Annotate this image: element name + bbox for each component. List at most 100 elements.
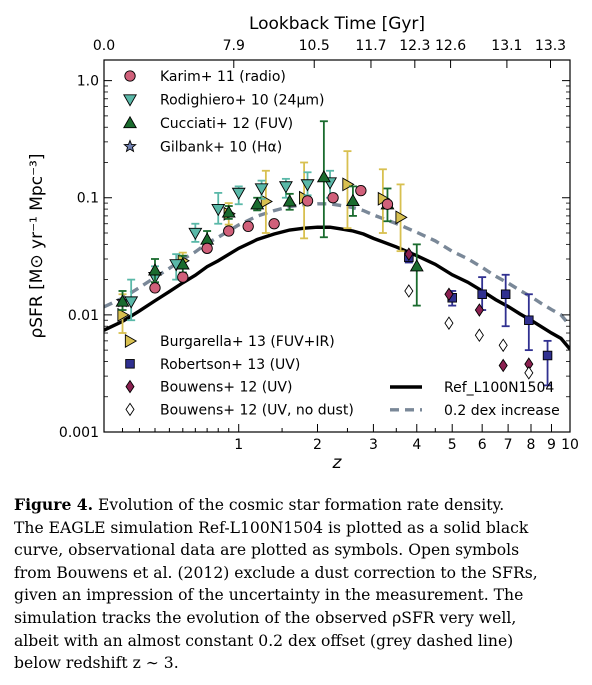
legend-label-robertson: Robertson+ 13 (UV) [160, 357, 300, 373]
sfr-density-figure: Karim+ 11 (radio) Rodighiero+ 10 (24μm) Cu… [27, 14, 579, 473]
top-tick-label: 10.5 [299, 38, 330, 54]
x-tick-label: 4 [412, 437, 421, 453]
caption-line: Figure 4. Evolution of the cosmic star f… [14, 494, 580, 517]
top-tick-label: 12.3 [399, 38, 430, 54]
x-tick-label: 1 [234, 437, 243, 453]
caption-label: Figure 4. [14, 495, 94, 514]
rodighiero-point [278, 181, 293, 194]
karim-point [327, 192, 339, 204]
bouwens_nodust-point [498, 338, 508, 353]
caption-line: below redshift z ∼ 3. [14, 654, 179, 673]
burgarella-point [342, 177, 355, 192]
bouwens_nodust-point [474, 328, 484, 343]
karim-point [223, 225, 235, 237]
legend-entry-bouwens_nodust: Bouwens+ 12 (UV, no dust) [125, 402, 354, 418]
cucciati-point [316, 170, 331, 183]
y-tick-label: 0.01 [68, 308, 99, 324]
ref-l100n1504-curve [104, 225, 570, 351]
cucciati-point [175, 257, 190, 270]
x-axis-title: z [332, 453, 343, 473]
legend-label-cucciati: Cucciati+ 12 (FUV) [160, 116, 293, 132]
bouwens_nodust-point [404, 284, 414, 298]
bouwens_nodust-point [524, 366, 534, 380]
karim-point [201, 242, 213, 254]
bouwens-point [404, 247, 414, 261]
legend-label-gilbank: Gilbank+ 10 (Hα) [160, 140, 282, 156]
legend-label-increase: 0.2 dex increase [444, 403, 560, 419]
x-tick-label: 6 [478, 437, 487, 453]
legend-marker-robertson [125, 359, 135, 369]
rodighiero-point [124, 296, 139, 309]
legend-entry-gilbank: Gilbank+ 10 (Hα) [123, 139, 282, 156]
x-tick-label: 5 [448, 437, 457, 453]
x-tick-label: 3 [369, 437, 378, 453]
x-tick-label: 7 [504, 437, 513, 453]
caption-line: from Bouwens et al. (2012) exclude a dus… [14, 563, 538, 582]
cucciati-point [200, 232, 215, 245]
bouwens_nodust-point [444, 316, 454, 330]
top-tick-label: 12.6 [435, 38, 466, 54]
legend-marker-cucciati [123, 115, 137, 129]
legend-entry-cucciati: Cucciati+ 12 (FUV) [123, 115, 293, 132]
burgarella-point [395, 210, 408, 225]
top-tick-label: 0.0 [93, 38, 115, 54]
legend-entry-robertson: Robertson+ 13 (UV) [125, 357, 300, 373]
rodighiero-point [254, 183, 269, 196]
cucciati-point [148, 263, 162, 276]
legend-marker-karim [124, 70, 136, 82]
karim-point [301, 195, 314, 207]
caption-line: given an impression of the uncertainty i… [14, 586, 524, 605]
top-tick-label: 13.1 [491, 38, 522, 54]
cucciati-point [115, 294, 130, 307]
top-tick-label: 7.9 [223, 38, 245, 54]
legend-marker-bouwens [125, 379, 135, 394]
legend-entry-karim: Karim+ 11 (radio) [124, 69, 286, 85]
bouwens-point [498, 358, 508, 373]
top-axis-title: Lookback Time [Gyr] [249, 14, 425, 34]
karim-point [177, 271, 189, 283]
robertson-point [477, 289, 487, 300]
bouwens-series [404, 247, 534, 373]
legend-label-rodighiero: Rodighiero+ 10 (24μm) [160, 93, 324, 109]
caption-line: simulation tracks the evolution of the o… [14, 608, 517, 627]
legend-label-bouwens_nodust: Bouwens+ 12 (UV, no dust) [160, 402, 354, 418]
x-tick-label: 2 [313, 437, 322, 453]
caption-line: The EAGLE simulation Ref-L100N1504 is pl… [14, 518, 529, 537]
cucciati-point [250, 197, 265, 210]
y-tick-label: 0.1 [77, 191, 99, 207]
cucciati-point [221, 205, 236, 218]
burgarella-point [117, 307, 130, 322]
rodighiero-point [231, 187, 246, 201]
robertson-point [542, 350, 553, 361]
bouwens-point [444, 287, 454, 302]
legend-marker-gilbank [123, 139, 137, 153]
karim-point [268, 218, 280, 230]
legend-entry-rodighiero: Rodighiero+ 10 (24μm) [123, 93, 324, 109]
legend-label-ref: Ref_L100N1504 [444, 380, 554, 396]
cucciati-point [282, 194, 297, 207]
legend-entry-burgarella: Burgarella+ 13 (FUV+IR) [124, 334, 335, 350]
rodighiero-point [211, 204, 226, 217]
legend-label-karim: Karim+ 11 (radio) [160, 69, 286, 85]
x-tick-label: 9 [547, 437, 556, 453]
legend-marker-bouwens_nodust [125, 402, 135, 417]
robertson-point [500, 289, 511, 300]
y-tick-label: 0.001 [59, 425, 99, 441]
robertson-point [524, 315, 534, 325]
karim-point [242, 220, 254, 232]
karim-point [355, 184, 367, 197]
x-tick-label: 8 [527, 437, 536, 453]
top-tick-label: 13.3 [535, 38, 566, 54]
rodighiero-point [188, 227, 203, 241]
top-tick-label: 11.7 [355, 38, 386, 54]
legend-label-burgarella: Burgarella+ 13 (FUV+IR) [160, 334, 335, 350]
karim-point [381, 198, 394, 210]
figure-caption: Figure 4. Evolution of the cosmic star f… [14, 494, 580, 675]
legend-entry-ref: Ref_L100N1504 [390, 380, 554, 396]
y-tick-label: 1.0 [77, 74, 99, 90]
x-tick-label: 10 [561, 437, 579, 453]
plot-frame [103, 59, 571, 433]
legend-marker-burgarella [124, 334, 138, 348]
bouwens_nodust-series [404, 284, 534, 380]
legend-marker-rodighiero [123, 94, 137, 107]
